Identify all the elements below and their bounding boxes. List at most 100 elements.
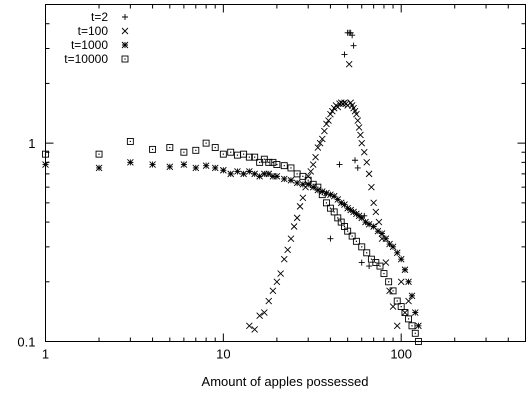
data-point [280,162,288,170]
data-point [234,168,241,175]
data-point [323,199,330,207]
data-point [397,303,405,311]
data-point [341,201,348,208]
data-point [127,159,134,166]
data-point [280,175,288,183]
data-point [299,172,307,180]
data-point [327,191,334,198]
series-3 [42,137,422,345]
data-point [355,124,363,131]
data-point [326,204,334,212]
plot-frame [45,4,526,342]
data-point [353,210,360,218]
data-point [397,278,405,286]
data-point [318,191,326,199]
data-point [307,168,315,175]
data-point [293,179,301,187]
legend-label: t=10000 [64,52,108,66]
data-point [411,329,419,337]
data-point [372,259,380,267]
data-point [382,235,390,242]
data-point [149,161,156,168]
data-point [393,297,401,305]
data-point [363,249,371,257]
data-point [95,150,103,158]
data-point [287,164,295,172]
data-point [42,150,49,158]
data-point [269,173,277,180]
data-point [314,183,322,191]
data-point [219,150,227,158]
data-point [269,287,277,295]
data-point [414,338,422,345]
data-point [273,173,281,180]
series-0 [327,29,373,270]
data-point [325,117,332,124]
data-point [330,192,338,200]
data-point [365,170,373,178]
data-point [393,322,401,330]
data-point [227,148,235,156]
data-point [166,144,174,152]
data-point [261,170,268,178]
data-point [389,287,397,295]
tick-labels: 1 10 100 0.1 1 [17,136,412,361]
data-point [389,243,397,251]
axis-ticks [45,4,526,342]
y-tick-label: 0.1 [17,335,35,350]
data-point [180,148,188,156]
data-point [251,153,259,161]
x-tick-label: 1 [42,347,49,362]
data-point [353,110,360,118]
data-point [363,159,371,166]
data-point [358,214,366,222]
data-point [269,158,277,166]
data-point [385,278,393,286]
data-point [265,158,273,166]
data-point [327,110,334,118]
data-point [273,161,281,168]
data-point [405,315,413,323]
data-point [323,120,330,128]
data-point [336,161,343,168]
data-point [304,176,312,184]
data-point [360,148,368,156]
data-point [290,223,298,230]
data-point [354,117,362,124]
data-point [265,297,273,305]
data-point [401,309,409,316]
data-point [296,203,304,210]
data-point [358,139,366,147]
data-point [344,204,351,212]
data-point [344,227,352,235]
legend-label: t=1000 [71,38,108,52]
data-point [358,259,365,266]
data-point [166,163,174,171]
data-point [350,208,357,216]
data-point [256,312,263,319]
data-point [280,255,288,263]
data-point [211,164,219,172]
data-point [393,249,401,257]
data-point [277,270,284,277]
data-point [401,266,409,274]
data-point [202,162,210,169]
data-point [362,218,369,226]
data-point [265,170,273,178]
data-point [314,144,322,151]
legend-symbol [121,27,129,35]
data-point [251,326,258,333]
data-point [352,237,360,245]
data-point [330,208,338,216]
data-point [348,232,356,240]
data-point [312,153,319,161]
legend-symbol [121,55,129,63]
data-point [273,278,281,286]
data-point [358,243,366,251]
data-point [95,164,103,172]
legend-label: t=2 [91,10,108,24]
data-point [42,161,49,168]
data-point [378,230,386,237]
